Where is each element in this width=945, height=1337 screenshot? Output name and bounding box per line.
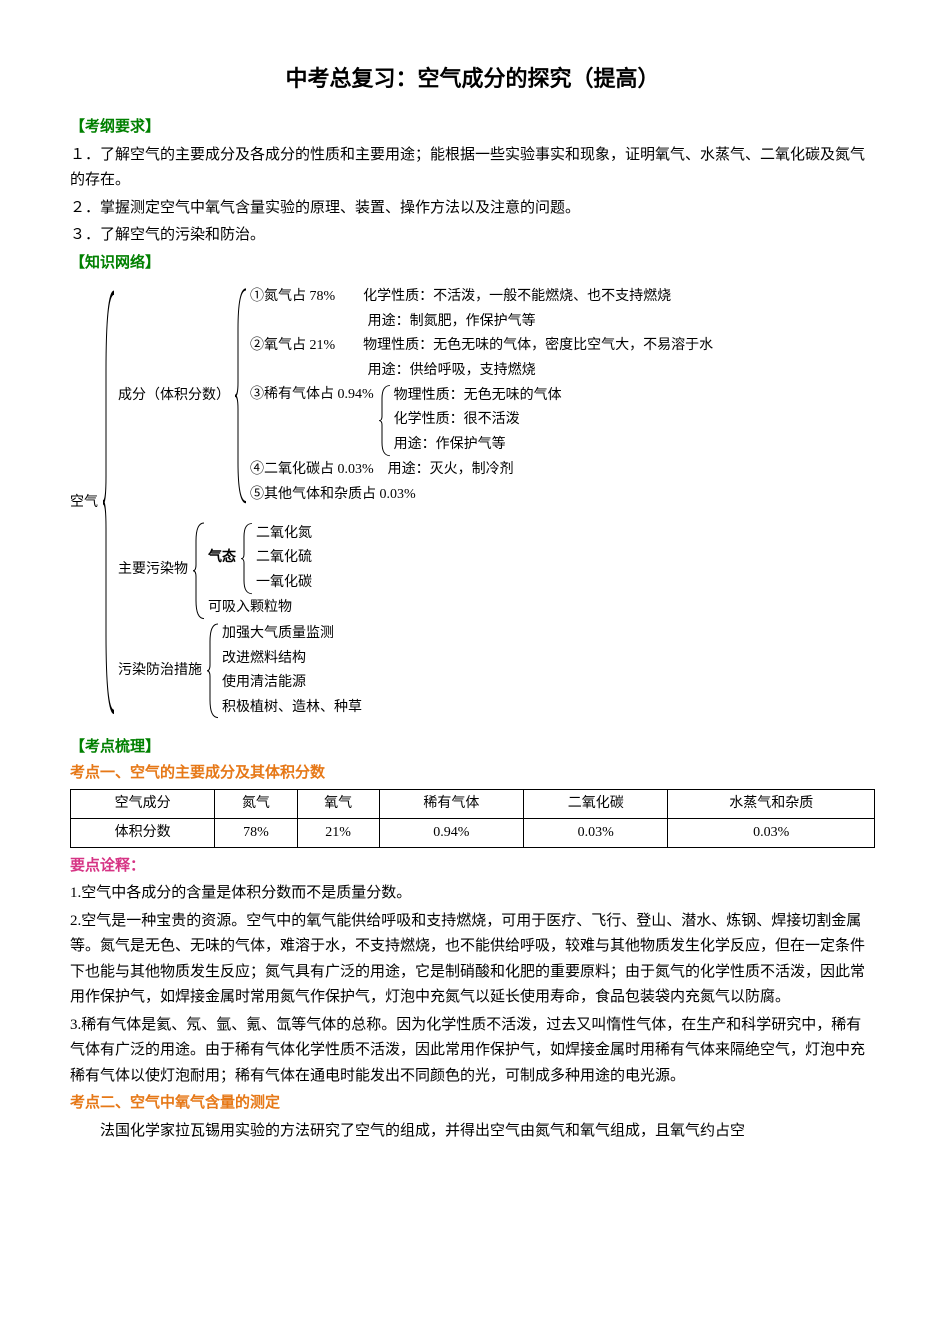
tree-measure-4: 积极植树、造林、种草 — [222, 697, 362, 719]
brace-icon — [206, 622, 220, 720]
tree-co2: ④二氧化碳占 0.03% 用途：灭火，制冷剂 — [250, 459, 713, 481]
page-title: 中考总复习：空气成分的探究（提高） — [70, 60, 875, 97]
section-exam-req: 【考纲要求】 — [70, 115, 875, 141]
exam-req-3: ３．了解空气的污染和防治。 — [70, 223, 875, 249]
table-cell: 稀有气体 — [379, 790, 523, 819]
table-cell: 二氧化碳 — [524, 790, 668, 819]
explain-p1: 1.空气中各成分的含量是体积分数而不是质量分数。 — [70, 881, 875, 907]
tree-n2-line1: ①氮气占 78% 化学性质：不活泼，一般不能燃烧、也不支持燃烧 — [250, 286, 713, 308]
brace-icon — [240, 522, 254, 595]
tree-n2-line2: 用途：制氮肥，作保护气等 — [250, 311, 713, 333]
tree-branch-pollutants: 主要污染物 — [118, 559, 190, 581]
tree-gas-no2: 二氧化氮 — [256, 523, 312, 545]
tree-gas-co: 一氧化碳 — [256, 572, 312, 594]
tree-gas-label: 气态 — [208, 547, 238, 569]
tree-root: 空气 — [70, 492, 100, 514]
explain-p2: 2.空气是一种宝贵的资源。空气中的氧气能供给呼吸和支持燃烧，可用于医疗、飞行、登… — [70, 909, 875, 1011]
brace-icon — [378, 384, 392, 457]
explain-p3: 3.稀有气体是氦、氖、氩、氪、氙等气体的总称。因为化学性质不活泼，过去又叫惰性气… — [70, 1013, 875, 1090]
table-cell: 空气成分 — [71, 790, 215, 819]
section-network: 【知识网络】 — [70, 251, 875, 277]
knowledge-tree: 空气 成分（体积分数） ①氮气占 78% 化学性质：不活泼，一般不能燃烧、也不支… — [70, 284, 875, 721]
exam-req-1: １．了解空气的主要成分及各成分的性质和主要用途；能根据一些实验事实和现象，证明氧… — [70, 143, 875, 194]
table-cell: 0.03% — [668, 818, 875, 847]
table-cell: 氧气 — [297, 790, 379, 819]
table-cell: 水蒸气和杂质 — [668, 790, 875, 819]
tree-measure-2: 改进燃料结构 — [222, 648, 362, 670]
keypoint-1-header: 考点一、空气的主要成分及其体积分数 — [70, 761, 875, 787]
brace-icon — [102, 284, 116, 721]
tree-o2-line2: 用途：供给呼吸，支持燃烧 — [250, 360, 713, 382]
keypoint-2-header: 考点二、空气中氧气含量的测定 — [70, 1091, 875, 1117]
table-cell: 0.03% — [524, 818, 668, 847]
tree-measure-1: 加强大气质量监测 — [222, 623, 362, 645]
composition-table: 空气成分 氮气 氧气 稀有气体 二氧化碳 水蒸气和杂质 体积分数 78% 21%… — [70, 789, 875, 848]
keypoint-2-p1: 法国化学家拉瓦锡用实验的方法研究了空气的组成，并得出空气由氮气和氧气组成，且氧气… — [70, 1119, 875, 1145]
table-cell: 21% — [297, 818, 379, 847]
table-cell: 0.94% — [379, 818, 523, 847]
table-cell: 氮气 — [215, 790, 297, 819]
table-cell: 78% — [215, 818, 297, 847]
exam-req-2: ２．掌握测定空气中氧气含量实验的原理、装置、操作方法以及注意的问题。 — [70, 196, 875, 222]
tree-gas-so2: 二氧化硫 — [256, 547, 312, 569]
section-keypoints: 【考点梳理】 — [70, 735, 875, 761]
tree-o2-line1: ②氧气占 21% 物理性质：无色无味的气体，密度比空气大，不易溶于水 — [250, 335, 713, 357]
brace-icon — [192, 521, 206, 621]
tree-noble-use: 用途：作保护气等 — [394, 434, 562, 456]
brace-icon — [234, 285, 248, 507]
table-row: 空气成分 氮气 氧气 稀有气体 二氧化碳 水蒸气和杂质 — [71, 790, 875, 819]
explain-header: 要点诠释： — [70, 854, 875, 880]
tree-noble-chem: 化学性质：很不活泼 — [394, 409, 562, 431]
tree-particles: 可吸入颗粒物 — [208, 597, 312, 619]
tree-noble-phys: 物理性质：无色无味的气体 — [394, 385, 562, 407]
table-row: 体积分数 78% 21% 0.94% 0.03% 0.03% — [71, 818, 875, 847]
tree-noble-head: ③稀有气体占 0.94% — [250, 384, 376, 406]
tree-branch-composition: 成分（体积分数） — [118, 385, 232, 407]
tree-measure-3: 使用清洁能源 — [222, 672, 362, 694]
table-cell: 体积分数 — [71, 818, 215, 847]
tree-other: ⑤其他气体和杂质占 0.03% — [250, 484, 713, 506]
tree-branch-measures: 污染防治措施 — [118, 660, 204, 682]
